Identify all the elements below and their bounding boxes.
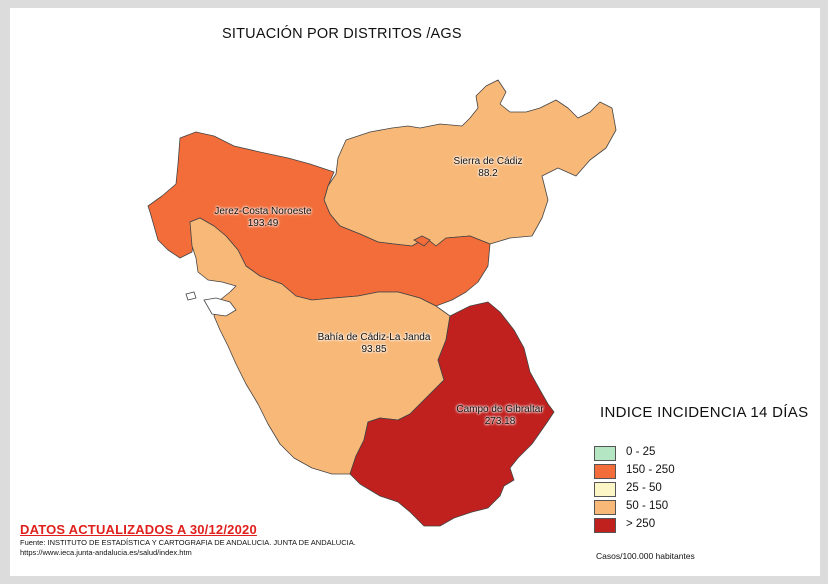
legend-swatch xyxy=(594,482,616,497)
islet xyxy=(185,291,197,301)
bay-inlet xyxy=(203,297,237,317)
source-line: Fuente: INSTITUTO DE ESTADÍSTICA Y CARTO… xyxy=(20,538,356,547)
district-name: Sierra de Cádiz xyxy=(453,156,523,167)
units-note: Casos/100.000 habitantes xyxy=(596,551,695,561)
legend-label: 25 - 50 xyxy=(626,482,662,494)
district-value: 93.85 xyxy=(361,344,387,355)
legend-label: > 250 xyxy=(626,518,656,530)
legend-swatch xyxy=(594,464,616,479)
label-bahia-de-cadiz-la-janda: Bahía de Cádiz-La Janda 93.85 xyxy=(304,332,444,356)
district-value: 273.18 xyxy=(484,416,516,427)
updated-date-note: DATOS ACTUALIZADOS A 30/12/2020 xyxy=(20,522,257,537)
district-value: 193.49 xyxy=(247,218,279,229)
legend-label: 150 - 250 xyxy=(626,464,675,476)
label-sierra-de-cadiz: Sierra de Cádiz 88.2 xyxy=(440,156,536,180)
label-jerez-costa-noroeste: Jerez-Costa Noroeste 193.49 xyxy=(196,206,330,230)
lake-sierra xyxy=(413,235,431,247)
map-title: SITUACIÓN POR DISTRITOS /AGS xyxy=(222,26,462,42)
label-campo-de-gibraltar: Campo de Gibraltar 273.18 xyxy=(440,404,560,428)
source-note: Fuente: INSTITUTO DE ESTADÍSTICA Y CARTO… xyxy=(20,538,356,558)
legend-swatch xyxy=(594,518,616,533)
district-name: Campo de Gibraltar xyxy=(456,404,544,415)
district-value: 88.2 xyxy=(478,168,498,179)
legend-label: 50 - 150 xyxy=(626,500,669,512)
legend-label: 0 - 25 xyxy=(626,446,656,458)
region-campo-de-gibraltar[interactable] xyxy=(349,301,555,527)
district-name: Jerez-Costa Noroeste xyxy=(214,206,312,217)
legend-swatch xyxy=(594,500,616,515)
legend-swatch xyxy=(594,446,616,461)
district-name: Bahía de Cádiz-La Janda xyxy=(317,332,431,343)
legend-title: INDICE INCIDENCIA 14 DÍAS xyxy=(600,404,809,421)
source-url[interactable]: https://www.ieca.junta-andalucia.es/salu… xyxy=(20,548,192,557)
